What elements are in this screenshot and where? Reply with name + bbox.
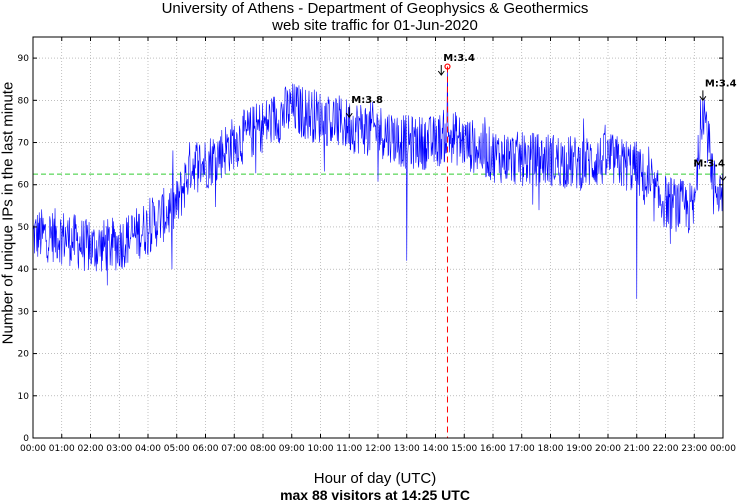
x-tick-label: 04:00	[135, 444, 161, 454]
earthquake-annotation-label: M:3.4	[443, 53, 475, 64]
x-tick-label: 21:00	[624, 444, 650, 454]
x-tick-label: 07:00	[221, 444, 247, 454]
x-tick-label: 15:00	[451, 444, 477, 454]
x-axis-label: Hour of day (UTC)	[313, 470, 437, 487]
x-tick-label: 02:00	[78, 444, 104, 454]
earthquake-annotation-arrow	[699, 90, 707, 102]
x-tick-label: 17:00	[509, 444, 535, 454]
traffic-series-line	[32, 66, 724, 299]
x-tick-label: 01:00	[49, 444, 75, 454]
x-tick-label: 18:00	[538, 444, 564, 454]
x-tick-label: 03:00	[106, 444, 132, 454]
y-tick-label: 50	[18, 223, 30, 233]
x-tick-label: 09:00	[279, 444, 305, 454]
chart-title-line1: University of Athens - Department of Geo…	[161, 0, 589, 17]
chart-title-line2: web site traffic for 01-Jun-2020	[272, 17, 478, 34]
y-axis-label: Number of unique IPs in the last minute	[0, 81, 17, 345]
y-tick-label: 30	[18, 307, 30, 317]
x-tick-label: 19:00	[566, 444, 592, 454]
x-tick-label: 00:00	[20, 444, 46, 454]
x-tick-label: 11:00	[336, 444, 362, 454]
y-tick-label: 20	[18, 350, 30, 360]
y-tick-label: 40	[18, 265, 30, 275]
y-axis-label-wrap: Number of unique IPs in the last minute	[0, 0, 18, 503]
x-tick-label: 08:00	[250, 444, 276, 454]
x-tick-label: 05:00	[164, 444, 190, 454]
earthquake-annotation-arrow	[719, 170, 727, 182]
x-tick-label: 22:00	[653, 444, 679, 454]
y-tick-label: 70	[18, 139, 30, 149]
y-tick-label: 80	[18, 96, 30, 106]
x-tick-label: 10:00	[308, 444, 334, 454]
y-tick-label: 0	[23, 434, 29, 444]
earthquake-annotation-arrow	[437, 64, 445, 76]
x-tick-label: 00:00	[710, 444, 736, 454]
y-tick-label: 10	[18, 392, 30, 402]
earthquake-annotation-label: M:3.4	[693, 159, 725, 170]
earthquake-annotation-label: M:3.4	[705, 78, 737, 89]
y-tick-label: 60	[18, 181, 30, 191]
x-tick-label: 16:00	[480, 444, 506, 454]
x-tick-label: 14:00	[423, 444, 449, 454]
x-tick-label: 20:00	[595, 444, 621, 454]
x-tick-label: 12:00	[365, 444, 391, 454]
max-visitors-summary: max 88 visitors at 14:25 UTC	[280, 487, 470, 503]
x-tick-label: 13:00	[394, 444, 420, 454]
x-tick-label: 06:00	[193, 444, 219, 454]
earthquake-annotation-arrow	[345, 107, 353, 119]
x-tick-label: 23:00	[681, 444, 707, 454]
earthquake-annotation-label: M:3.8	[351, 95, 383, 106]
y-tick-label: 90	[18, 54, 30, 64]
max-point-marker	[444, 63, 451, 70]
